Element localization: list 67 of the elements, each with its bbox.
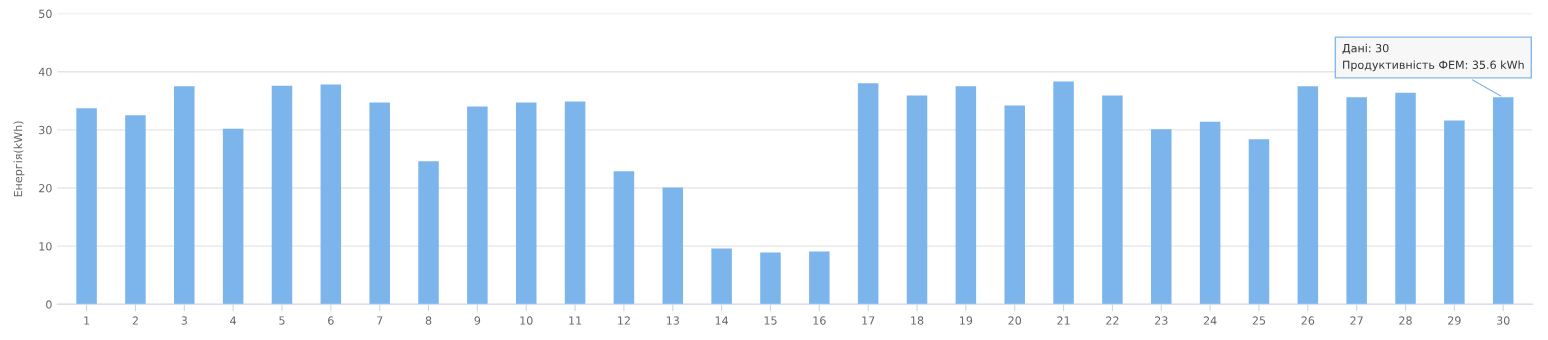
bar	[857, 83, 879, 305]
bar	[1199, 121, 1221, 305]
bar	[1004, 105, 1025, 305]
bar	[613, 171, 635, 305]
bar	[76, 108, 97, 305]
x-tick-label: 19	[960, 316, 973, 325]
x-tick-label: 5	[279, 316, 285, 325]
x-tick-label: 22	[1106, 316, 1119, 325]
bar	[1102, 95, 1123, 305]
bar	[418, 161, 439, 305]
x-tick-label: 2	[132, 316, 138, 325]
x-tick-label: 15	[764, 316, 777, 325]
y-axis-title: Енергія(kWh)	[13, 121, 25, 197]
bar	[955, 86, 977, 305]
x-tick-label: 20	[1008, 316, 1022, 325]
x-tick-label: 10	[520, 316, 533, 325]
bar	[1346, 97, 1367, 305]
bar	[1395, 92, 1416, 305]
bar	[1297, 86, 1319, 305]
bar	[760, 252, 781, 305]
x-tick-label: 12	[618, 316, 630, 325]
x-tick-label: 24	[1203, 316, 1217, 325]
bar	[662, 187, 684, 305]
bar	[906, 95, 928, 305]
x-tick-label: 9	[474, 316, 481, 325]
x-tick-label: 14	[715, 316, 729, 325]
x-tick-label: 17	[862, 316, 875, 325]
y-tick-label: 40	[38, 67, 52, 77]
x-tick-label: 27	[1350, 316, 1363, 325]
bar	[467, 106, 488, 305]
bar	[1444, 120, 1465, 305]
bar	[271, 85, 293, 305]
bar	[1248, 139, 1270, 305]
x-tick-label: 16	[813, 316, 826, 325]
x-tick-label: 26	[1301, 316, 1315, 325]
x-tick-label: 7	[377, 316, 383, 325]
bar	[125, 115, 146, 305]
y-tick-label: 0	[46, 300, 52, 309]
x-tick-label: 13	[666, 316, 679, 325]
x-tick-label: 11	[569, 316, 582, 325]
x-tick-label: 21	[1057, 316, 1070, 325]
bar	[1053, 81, 1074, 305]
x-tick-label: 4	[230, 316, 237, 325]
x-tick-label: 30	[1496, 316, 1510, 325]
x-tick-label: 23	[1155, 316, 1168, 325]
bar	[369, 102, 390, 305]
bar	[1151, 129, 1172, 305]
annotation: Дані: 30 Продуктивність ФЕМ: 35.6 kWh	[1342, 43, 1524, 72]
bar	[564, 101, 586, 305]
bar	[320, 84, 342, 305]
bar	[174, 86, 195, 305]
bar	[809, 251, 830, 305]
x-tick-label: 3	[181, 316, 187, 325]
x-tick-label: 8	[425, 316, 432, 325]
x-tick-label: 18	[911, 316, 924, 325]
y-tick-label: 10	[39, 242, 52, 251]
y-tick-label: 50	[39, 9, 52, 18]
bar	[711, 248, 732, 305]
y-tick-label: 20	[39, 183, 52, 193]
x-tick-label: 29	[1448, 316, 1461, 325]
x-tick-label: 28	[1399, 316, 1412, 325]
bar	[515, 102, 537, 305]
x-tick-label: 25	[1252, 316, 1266, 325]
x-tick-label: 1	[84, 316, 90, 325]
bar	[222, 128, 244, 305]
y-tick-label: 30	[39, 125, 52, 135]
x-tick-label: 6	[328, 316, 334, 325]
